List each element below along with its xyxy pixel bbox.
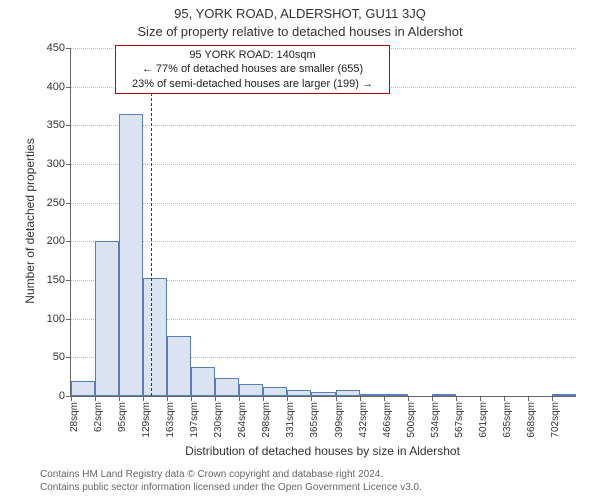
histogram-bar bbox=[263, 387, 287, 396]
xtick-mark bbox=[311, 396, 312, 401]
xtick-mark bbox=[239, 396, 240, 401]
xtick-mark bbox=[215, 396, 216, 401]
xtick-label: 197sqm bbox=[189, 402, 200, 438]
xtick-label: 331sqm bbox=[285, 402, 296, 438]
xtick-mark bbox=[71, 396, 72, 401]
xtick-mark bbox=[384, 396, 385, 401]
xtick-label: 230sqm bbox=[213, 402, 224, 438]
xtick-mark bbox=[167, 396, 168, 401]
xtick-label: 534sqm bbox=[430, 402, 441, 438]
xtick-label: 668sqm bbox=[526, 402, 537, 438]
footer: Contains HM Land Registry data © Crown c… bbox=[40, 468, 422, 494]
ytick-mark bbox=[66, 280, 71, 281]
chart-title: 95, YORK ROAD, ALDERSHOT, GU11 3JQ bbox=[0, 6, 600, 21]
ytick-mark bbox=[66, 357, 71, 358]
x-axis-label: Distribution of detached houses by size … bbox=[70, 444, 575, 458]
annotation-line-1: 95 YORK ROAD: 140sqm bbox=[124, 48, 381, 62]
xtick-label: 62sqm bbox=[93, 402, 104, 432]
ytick-mark bbox=[66, 164, 71, 165]
histogram-bar bbox=[95, 241, 119, 396]
histogram-bar bbox=[552, 394, 576, 396]
annotation-box: 95 YORK ROAD: 140sqm ← 77% of detached h… bbox=[115, 45, 390, 94]
ytick-label: 450 bbox=[47, 42, 65, 54]
histogram-bar bbox=[71, 381, 95, 396]
xtick-mark bbox=[528, 396, 529, 401]
xtick-label: 129sqm bbox=[141, 402, 152, 438]
histogram-bar bbox=[432, 394, 456, 396]
reference-line bbox=[151, 48, 152, 396]
ytick-mark bbox=[66, 48, 71, 49]
xtick-label: 95sqm bbox=[117, 402, 128, 432]
xtick-label: 601sqm bbox=[478, 402, 489, 438]
chart-subtitle: Size of property relative to detached ho… bbox=[0, 24, 600, 39]
xtick-mark bbox=[408, 396, 409, 401]
xtick-mark bbox=[95, 396, 96, 401]
xtick-mark bbox=[480, 396, 481, 401]
plot-area: 05010015020025030035040045028sqm62sqm95s… bbox=[70, 48, 576, 397]
xtick-mark bbox=[360, 396, 361, 401]
xtick-label: 432sqm bbox=[358, 402, 369, 438]
xtick-mark bbox=[119, 396, 120, 401]
ytick-label: 400 bbox=[47, 81, 65, 93]
xtick-mark bbox=[456, 396, 457, 401]
histogram-bar bbox=[384, 394, 408, 396]
footer-line-1: Contains HM Land Registry data © Crown c… bbox=[40, 468, 422, 481]
annotation-line-2: ← 77% of detached houses are smaller (65… bbox=[124, 62, 381, 76]
xtick-label: 702sqm bbox=[550, 402, 561, 438]
histogram-bar bbox=[143, 278, 167, 396]
histogram-bar bbox=[191, 367, 215, 396]
ytick-label: 50 bbox=[53, 351, 65, 363]
xtick-label: 163sqm bbox=[165, 402, 176, 438]
histogram-bar bbox=[336, 390, 360, 396]
footer-line-2: Contains public sector information licen… bbox=[40, 481, 422, 494]
ytick-label: 200 bbox=[47, 235, 65, 247]
xtick-label: 365sqm bbox=[309, 402, 320, 438]
ytick-mark bbox=[66, 125, 71, 126]
annotation-line-3: 23% of semi-detached houses are larger (… bbox=[124, 77, 381, 91]
xtick-mark bbox=[504, 396, 505, 401]
histogram-bar bbox=[360, 394, 384, 396]
ytick-mark bbox=[66, 241, 71, 242]
xtick-mark bbox=[552, 396, 553, 401]
gridline bbox=[71, 164, 576, 165]
xtick-label: 264sqm bbox=[237, 402, 248, 438]
ytick-mark bbox=[66, 319, 71, 320]
xtick-label: 500sqm bbox=[406, 402, 417, 438]
histogram-bar bbox=[167, 336, 191, 396]
gridline bbox=[71, 241, 576, 242]
ytick-label: 100 bbox=[47, 313, 65, 325]
ytick-label: 250 bbox=[47, 197, 65, 209]
ytick-label: 350 bbox=[47, 119, 65, 131]
xtick-label: 466sqm bbox=[382, 402, 393, 438]
ytick-mark bbox=[66, 87, 71, 88]
xtick-label: 399sqm bbox=[334, 402, 345, 438]
histogram-bar bbox=[215, 378, 239, 396]
xtick-mark bbox=[143, 396, 144, 401]
xtick-label: 567sqm bbox=[454, 402, 465, 438]
ytick-mark bbox=[66, 203, 71, 204]
xtick-label: 28sqm bbox=[69, 402, 80, 432]
ytick-label: 0 bbox=[59, 390, 65, 402]
xtick-mark bbox=[263, 396, 264, 401]
y-axis-label: Number of detached properties bbox=[23, 131, 37, 311]
gridline bbox=[71, 203, 576, 204]
xtick-label: 635sqm bbox=[502, 402, 513, 438]
xtick-mark bbox=[191, 396, 192, 401]
histogram-bar bbox=[311, 392, 335, 396]
histogram-bar bbox=[239, 384, 263, 396]
xtick-mark bbox=[432, 396, 433, 401]
xtick-mark bbox=[336, 396, 337, 401]
ytick-label: 300 bbox=[47, 158, 65, 170]
histogram-bar bbox=[119, 114, 143, 396]
gridline bbox=[71, 125, 576, 126]
xtick-mark bbox=[287, 396, 288, 401]
histogram-bar bbox=[287, 390, 311, 396]
xtick-label: 298sqm bbox=[261, 402, 272, 438]
ytick-label: 150 bbox=[47, 274, 65, 286]
